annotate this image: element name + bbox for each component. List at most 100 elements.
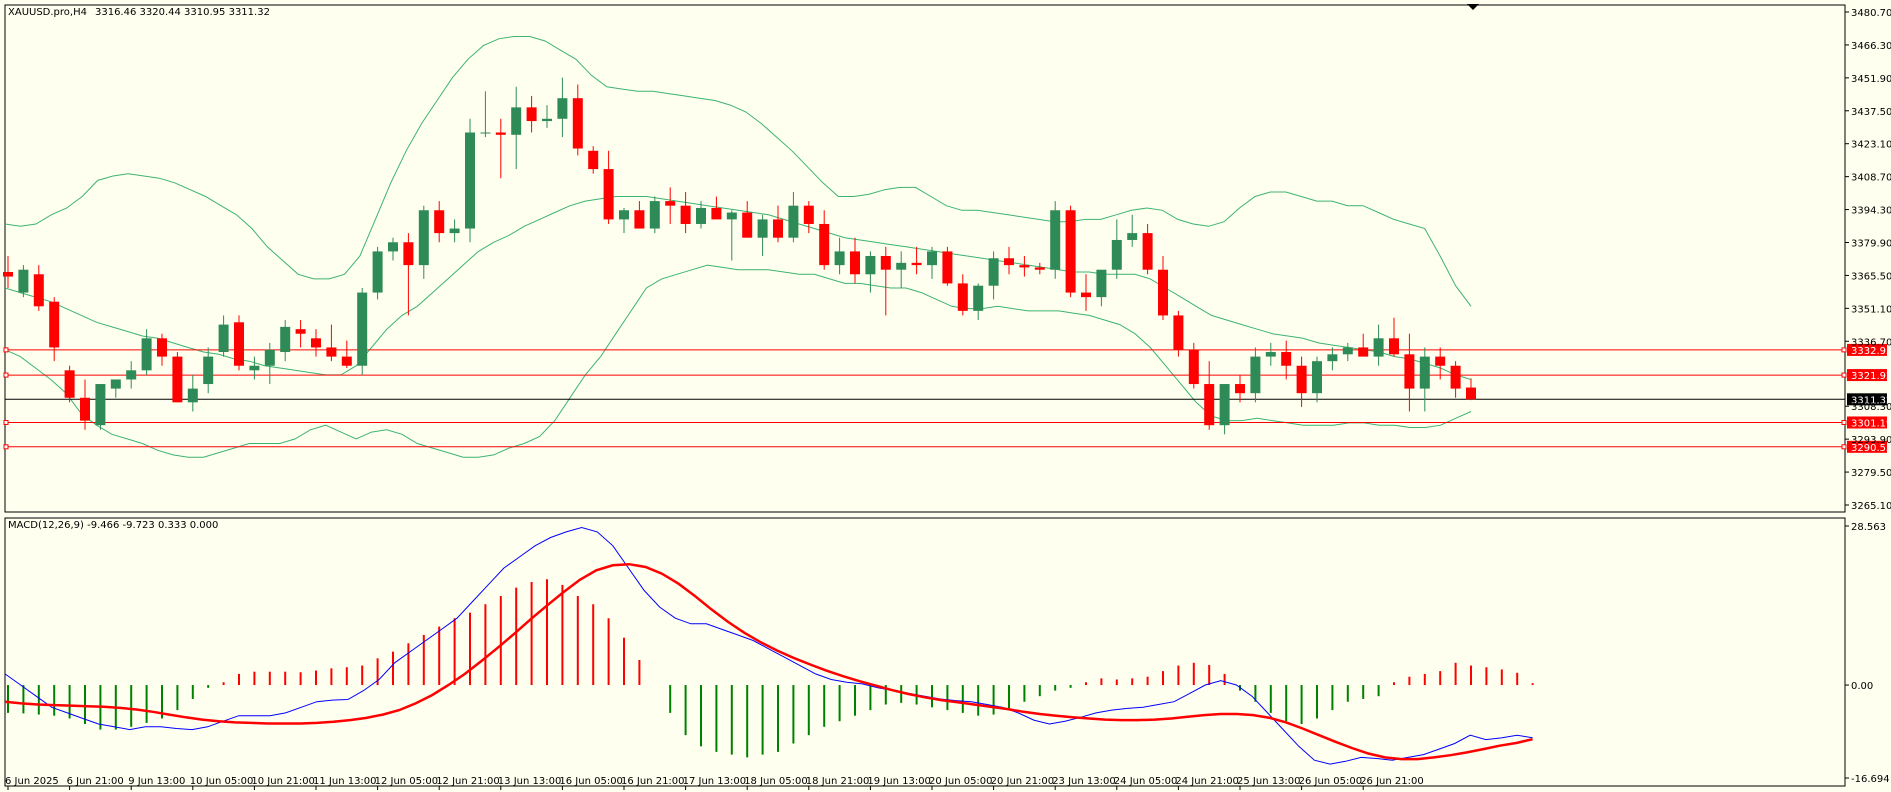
- candle-body: [295, 329, 306, 334]
- candle: [865, 251, 876, 293]
- candle: [1034, 262, 1045, 275]
- candle-body: [1312, 361, 1322, 394]
- candle-body: [480, 132, 491, 134]
- candle-body: [326, 347, 337, 357]
- candle: [418, 205, 429, 279]
- level-handle-right[interactable]: [1841, 372, 1847, 378]
- candle-body: [850, 251, 860, 275]
- candle-body: [49, 301, 60, 348]
- price-tick-label: 3336.70: [1851, 337, 1891, 348]
- price-tick-label: 3279.50: [1851, 468, 1891, 479]
- price-tick-label: 3437.50: [1851, 107, 1891, 118]
- candle-body: [249, 365, 260, 371]
- price-tick-label: 3466.30: [1851, 41, 1891, 52]
- level-handle-left[interactable]: [3, 444, 9, 450]
- axes: 3332.93 3321.92 3311.32 3301.19 3290.55 3480.…: [5, 8, 1891, 790]
- candle-body: [264, 349, 275, 366]
- level-handle-right[interactable]: [1841, 444, 1847, 450]
- level-handle-left[interactable]: [3, 419, 9, 425]
- candle-body: [280, 326, 291, 353]
- level-price-tag: [1847, 343, 1887, 356]
- candle: [572, 84, 583, 156]
- candle-body: [388, 242, 398, 252]
- time-tick-label: 20 Jun 05:00: [929, 776, 993, 787]
- price-tick-label: 3308.30: [1851, 402, 1891, 413]
- candle: [18, 265, 29, 298]
- level-price-label: 3290.55: [1851, 443, 1891, 454]
- candle: [696, 201, 706, 229]
- candle: [465, 118, 475, 243]
- time-tick-label: 16 Jun 05:00: [559, 776, 623, 787]
- candle-body: [1327, 354, 1338, 362]
- candle-body: [803, 205, 814, 224]
- time-tick-label: 24 Jun 05:00: [1114, 776, 1178, 787]
- price-tick-label: 3394.30: [1851, 206, 1891, 217]
- time-tick-label: 10 Jun 05:00: [190, 776, 254, 787]
- candle-body: [357, 292, 368, 366]
- candle-body: [1173, 315, 1184, 350]
- candle-body: [1019, 265, 1030, 268]
- chart-frame: [4, 4, 1846, 787]
- price-tick-label: 3379.90: [1851, 238, 1891, 249]
- candle: [1373, 324, 1384, 366]
- candle: [1466, 378, 1476, 401]
- level-handle-right[interactable]: [1841, 419, 1847, 425]
- candle-body: [927, 251, 937, 266]
- level-price-label: 3332.93: [1851, 346, 1891, 357]
- candle: [1204, 361, 1215, 430]
- candle: [511, 86, 522, 170]
- candle-body: [18, 269, 29, 293]
- candle: [1358, 333, 1369, 357]
- candle: [588, 146, 599, 174]
- candle-body: [957, 283, 968, 311]
- candle: [341, 340, 352, 369]
- price-tick-label: 3265.10: [1851, 501, 1891, 512]
- candle: [927, 246, 937, 279]
- candle-body: [1373, 338, 1384, 357]
- candle-body: [1096, 269, 1107, 298]
- candle: [619, 207, 629, 234]
- level-price-tag: [1847, 369, 1887, 382]
- time-tick-label: 26 Jun 05:00: [1299, 776, 1363, 787]
- candle-body: [1342, 347, 1353, 355]
- shift-marker-icon[interactable]: [1467, 4, 1479, 10]
- candle: [1235, 374, 1245, 403]
- candle-body: [511, 107, 522, 135]
- level-handle-left[interactable]: [3, 372, 9, 378]
- candle: [187, 374, 198, 412]
- candle-body: [526, 107, 537, 122]
- candle-body: [742, 212, 753, 238]
- candle-body: [880, 255, 891, 270]
- candle-body: [1188, 349, 1199, 385]
- candle: [64, 365, 75, 403]
- candle: [1173, 310, 1184, 357]
- ohlc-text: 3316.46 3320.44 3310.95 3311.32: [95, 7, 270, 18]
- candle: [957, 274, 968, 316]
- candle: [95, 384, 106, 430]
- candle: [1312, 356, 1322, 403]
- candle: [249, 356, 260, 380]
- candle-body: [649, 201, 660, 229]
- symbol-text: XAUUSD.pro,H4: [8, 7, 87, 18]
- candle: [80, 379, 90, 430]
- time-tick-label: 18 Jun 21:00: [806, 776, 870, 787]
- level-handle-left[interactable]: [3, 347, 9, 353]
- candle: [1404, 333, 1415, 412]
- candle: [788, 191, 799, 243]
- candle-body: [711, 207, 722, 220]
- candle: [449, 219, 460, 243]
- macd-tick-label: -16.694: [1851, 774, 1890, 785]
- candle: [1219, 384, 1230, 435]
- candle-body: [942, 251, 953, 284]
- candle: [973, 283, 984, 321]
- candle-body: [1081, 292, 1091, 298]
- candle-body: [834, 251, 845, 266]
- candle: [1296, 356, 1307, 407]
- candle: [988, 251, 999, 300]
- horizontal-levels[interactable]: [3, 347, 1847, 450]
- macd-label: MACD(12,26,9) -9.466 -9.723 0.333 0.000: [8, 520, 218, 531]
- candle: [1435, 347, 1446, 380]
- level-handle-right[interactable]: [1841, 347, 1847, 353]
